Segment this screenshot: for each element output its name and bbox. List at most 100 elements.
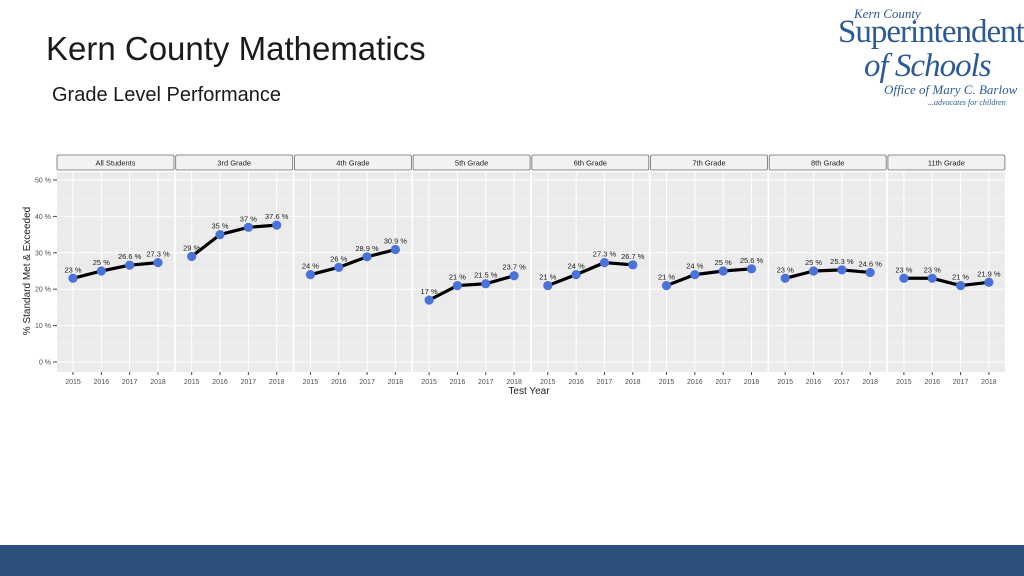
data-point-all-students xyxy=(153,258,163,268)
y-tick-label: 0 % xyxy=(39,360,51,367)
data-point-4th-grade xyxy=(305,270,315,280)
data-point-7th-grade xyxy=(746,264,757,274)
facet-title-6th-grade: 6th Grade xyxy=(574,159,607,168)
data-point-11th-grade xyxy=(984,277,994,287)
series-line-6th-grade xyxy=(546,261,635,288)
facet-strip-8th-grade xyxy=(768,154,887,171)
data-label-8th-grade: 23 % xyxy=(777,265,794,274)
data-point-8th-grade xyxy=(780,273,790,283)
series-line-5th-grade xyxy=(427,274,516,302)
data-label-11th-grade: 23 % xyxy=(895,265,912,274)
data-point-4th-grade xyxy=(390,244,400,255)
facet-strip-3rd-grade xyxy=(175,154,294,171)
data-label-6th-grade: 26.7 % xyxy=(621,252,645,261)
data-point-7th-grade xyxy=(690,270,700,280)
x-tick-label: 2016 xyxy=(806,379,822,386)
y-axis-title: % Standard Met & Exceeded xyxy=(22,207,33,335)
x-tick-label: 2015 xyxy=(421,379,437,386)
data-label-8th-grade: 25 % xyxy=(805,258,822,267)
x-tick-label: 2018 xyxy=(744,379,760,386)
series-line-11th-grade xyxy=(902,276,991,288)
series-line-4th-grade xyxy=(308,247,397,277)
data-point-6th-grade xyxy=(571,270,581,280)
data-label-4th-grade: 26 % xyxy=(330,254,347,263)
facet-title-3rd-grade: 3rd Grade xyxy=(217,159,251,168)
series-line-8th-grade xyxy=(783,268,872,280)
page-title: Kern County Mathematics xyxy=(46,30,426,67)
data-point-6th-grade xyxy=(599,258,610,268)
x-tick-label: 2015 xyxy=(896,379,912,386)
x-tick-label: 2017 xyxy=(834,379,850,386)
data-point-3rd-grade xyxy=(243,222,253,232)
logo-line-of-schools: of Schools xyxy=(864,48,992,84)
y-tick-label: 30 % xyxy=(35,250,51,257)
x-tick-label: 2017 xyxy=(241,379,257,386)
data-point-8th-grade xyxy=(808,266,819,276)
data-label-11th-grade: 21.9 % xyxy=(977,269,1001,278)
facet-title-all-students: All Students xyxy=(95,159,135,168)
series-line-3rd-grade xyxy=(190,223,279,259)
data-label-7th-grade: 25 % xyxy=(715,258,732,267)
data-label-3rd-grade: 29 % xyxy=(183,243,200,252)
facet-strip-11th-grade xyxy=(887,154,1006,171)
x-tick-label: 2018 xyxy=(862,379,878,386)
logo-line-tagline: ...advocates for children xyxy=(928,98,1006,107)
data-label-8th-grade: 24.6 % xyxy=(859,259,883,268)
x-tick-label: 2015 xyxy=(777,379,793,386)
data-label-7th-grade: 21 % xyxy=(658,273,675,282)
data-point-3rd-grade xyxy=(272,220,282,230)
faceted-line-chart: 0 % 10 % 20 % 30 % 40 % 50 % Test Year % Standa… xyxy=(22,154,1006,397)
data-label-4th-grade: 28.9 % xyxy=(355,244,379,253)
y-tick-label: 40 % xyxy=(35,214,51,221)
data-point-5th-grade xyxy=(424,295,434,305)
data-label-all-students: 23 % xyxy=(64,265,81,274)
x-tick-label: 2017 xyxy=(478,379,494,386)
data-label-11th-grade: 21 % xyxy=(952,273,969,282)
data-label-6th-grade: 21 % xyxy=(539,273,556,282)
facet-panel-all-students xyxy=(57,172,174,372)
y-tick-label: 10 % xyxy=(35,323,51,330)
facet-strip-7th-grade xyxy=(650,154,768,171)
x-tick-label: 2017 xyxy=(715,379,731,386)
x-tick-label: 2018 xyxy=(506,379,522,386)
data-label-5th-grade: 23.7 % xyxy=(502,263,526,272)
data-label-11th-grade: 23 % xyxy=(924,265,941,274)
x-tick-label: 2016 xyxy=(924,379,940,386)
x-tick-label: 2018 xyxy=(150,379,166,386)
data-label-all-students: 25 % xyxy=(93,258,110,267)
facet-panel-3rd-grade xyxy=(175,172,293,372)
x-tick-label: 2016 xyxy=(568,379,584,386)
data-point-7th-grade xyxy=(718,266,728,276)
x-tick-label: 2017 xyxy=(359,379,375,386)
x-tick-label: 2016 xyxy=(331,379,347,386)
x-tick-label: 2017 xyxy=(122,379,138,386)
data-point-4th-grade xyxy=(362,252,372,262)
data-point-8th-grade xyxy=(837,265,847,275)
data-point-5th-grade xyxy=(452,280,463,291)
data-point-3rd-grade xyxy=(187,251,197,262)
x-tick-label: 2015 xyxy=(184,379,200,386)
data-label-8th-grade: 25.3 % xyxy=(830,257,854,266)
facet-panel-5th-grade xyxy=(413,172,531,372)
data-label-3rd-grade: 37 % xyxy=(240,214,257,223)
x-tick-label: 2018 xyxy=(625,379,641,386)
facet-title-5th-grade: 5th Grade xyxy=(455,159,488,168)
data-point-all-students xyxy=(96,266,106,276)
data-label-4th-grade: 30.9 % xyxy=(384,237,408,246)
facet-strip-4th-grade xyxy=(293,154,412,171)
data-point-all-students xyxy=(68,273,78,283)
data-label-7th-grade: 24 % xyxy=(686,262,703,271)
x-tick-label: 2016 xyxy=(212,379,228,386)
data-label-7th-grade: 25.6 % xyxy=(740,256,764,265)
data-label-3rd-grade: 37.6 % xyxy=(265,212,289,221)
data-point-11th-grade xyxy=(927,273,937,283)
data-point-3rd-grade xyxy=(215,230,225,240)
data-label-all-students: 27.3 % xyxy=(146,250,170,259)
facet-title-8th-grade: 8th Grade xyxy=(811,159,844,168)
data-point-8th-grade xyxy=(865,267,875,278)
series-line-7th-grade xyxy=(664,267,754,288)
data-point-5th-grade xyxy=(509,271,519,281)
data-label-4th-grade: 24 % xyxy=(302,262,319,271)
page-subtitle: Grade Level Performance xyxy=(52,84,282,106)
data-label-5th-grade: 21.5 % xyxy=(474,271,498,280)
